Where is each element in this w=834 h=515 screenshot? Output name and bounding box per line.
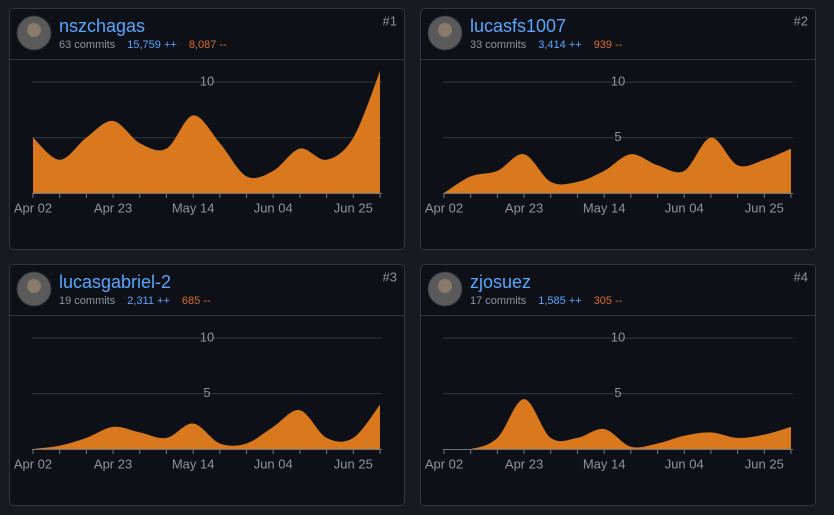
area bbox=[33, 71, 380, 193]
x-tick-label: May 14 bbox=[172, 456, 215, 471]
y-tick-label: 10 bbox=[200, 330, 214, 345]
rank: #1 bbox=[383, 13, 397, 28]
commits[interactable]: 63 commits bbox=[59, 39, 116, 51]
avatar-face bbox=[438, 23, 452, 37]
commits[interactable]: 33 commits bbox=[470, 39, 527, 51]
area bbox=[33, 404, 380, 449]
commits[interactable]: 17 commits bbox=[470, 295, 527, 307]
x-tick-label: May 14 bbox=[172, 200, 215, 215]
avatar-face bbox=[438, 279, 452, 293]
contributor-card: zjosuez #4 17 commits 1,585 ++ 305 -- 5 10 Apr … bbox=[420, 264, 816, 506]
x-tick-label: Apr 02 bbox=[14, 456, 52, 471]
user-name[interactable]: zjosuez bbox=[470, 272, 531, 292]
additions: 1,585 ++ bbox=[538, 295, 581, 307]
avatar-face bbox=[27, 279, 41, 293]
x-tick-label: Apr 23 bbox=[94, 456, 132, 471]
x-tick-label: Jun 25 bbox=[334, 456, 373, 471]
area bbox=[444, 137, 791, 193]
y-tick-label: 5 bbox=[203, 385, 210, 400]
rank: #4 bbox=[794, 269, 808, 284]
x-tick-label: Jun 04 bbox=[254, 200, 293, 215]
x-tick-label: Jun 25 bbox=[334, 200, 373, 215]
contributor-card: lucasgabriel-2 #3 19 commits 2,311 ++ 685 --… bbox=[9, 264, 405, 506]
y-tick-label: 10 bbox=[611, 74, 625, 89]
additions: 2,311 ++ bbox=[127, 295, 170, 307]
y-tick-label: 10 bbox=[200, 74, 214, 89]
x-tick-label: Apr 23 bbox=[505, 456, 543, 471]
deletions: 8,087 -- bbox=[189, 39, 227, 51]
contributor-card: lucasfs1007 #2 33 commits 3,414 ++ 939 -- 5 10… bbox=[420, 8, 816, 250]
avatar-face bbox=[27, 23, 41, 37]
user-name[interactable]: lucasfs1007 bbox=[470, 16, 566, 36]
user-name[interactable]: lucasgabriel-2 bbox=[59, 272, 171, 292]
y-tick-label: 5 bbox=[614, 129, 621, 144]
deletions: 685 -- bbox=[182, 295, 211, 307]
x-tick-label: Apr 23 bbox=[505, 200, 543, 215]
x-tick-label: Apr 02 bbox=[425, 456, 463, 471]
deletions: 939 -- bbox=[594, 39, 623, 51]
x-tick-label: Apr 02 bbox=[425, 200, 463, 215]
area bbox=[444, 399, 791, 449]
x-tick-label: Jun 04 bbox=[254, 456, 293, 471]
rank: #3 bbox=[383, 269, 397, 284]
x-tick-label: Jun 25 bbox=[745, 200, 784, 215]
deletions: 305 -- bbox=[594, 295, 623, 307]
rank: #2 bbox=[794, 13, 808, 28]
y-tick-label: 10 bbox=[611, 330, 625, 345]
x-tick-label: Jun 25 bbox=[745, 456, 784, 471]
x-tick-label: Apr 23 bbox=[94, 200, 132, 215]
x-tick-label: Jun 04 bbox=[665, 200, 704, 215]
y-tick-label: 5 bbox=[614, 385, 621, 400]
x-tick-label: Apr 02 bbox=[14, 200, 52, 215]
additions: 15,759 ++ bbox=[127, 39, 177, 51]
commits[interactable]: 19 commits bbox=[59, 295, 116, 307]
x-tick-label: Jun 04 bbox=[665, 456, 704, 471]
additions: 3,414 ++ bbox=[538, 39, 581, 51]
user-name[interactable]: nszchagas bbox=[59, 16, 145, 36]
x-tick-label: May 14 bbox=[583, 200, 626, 215]
x-tick-label: May 14 bbox=[583, 456, 626, 471]
